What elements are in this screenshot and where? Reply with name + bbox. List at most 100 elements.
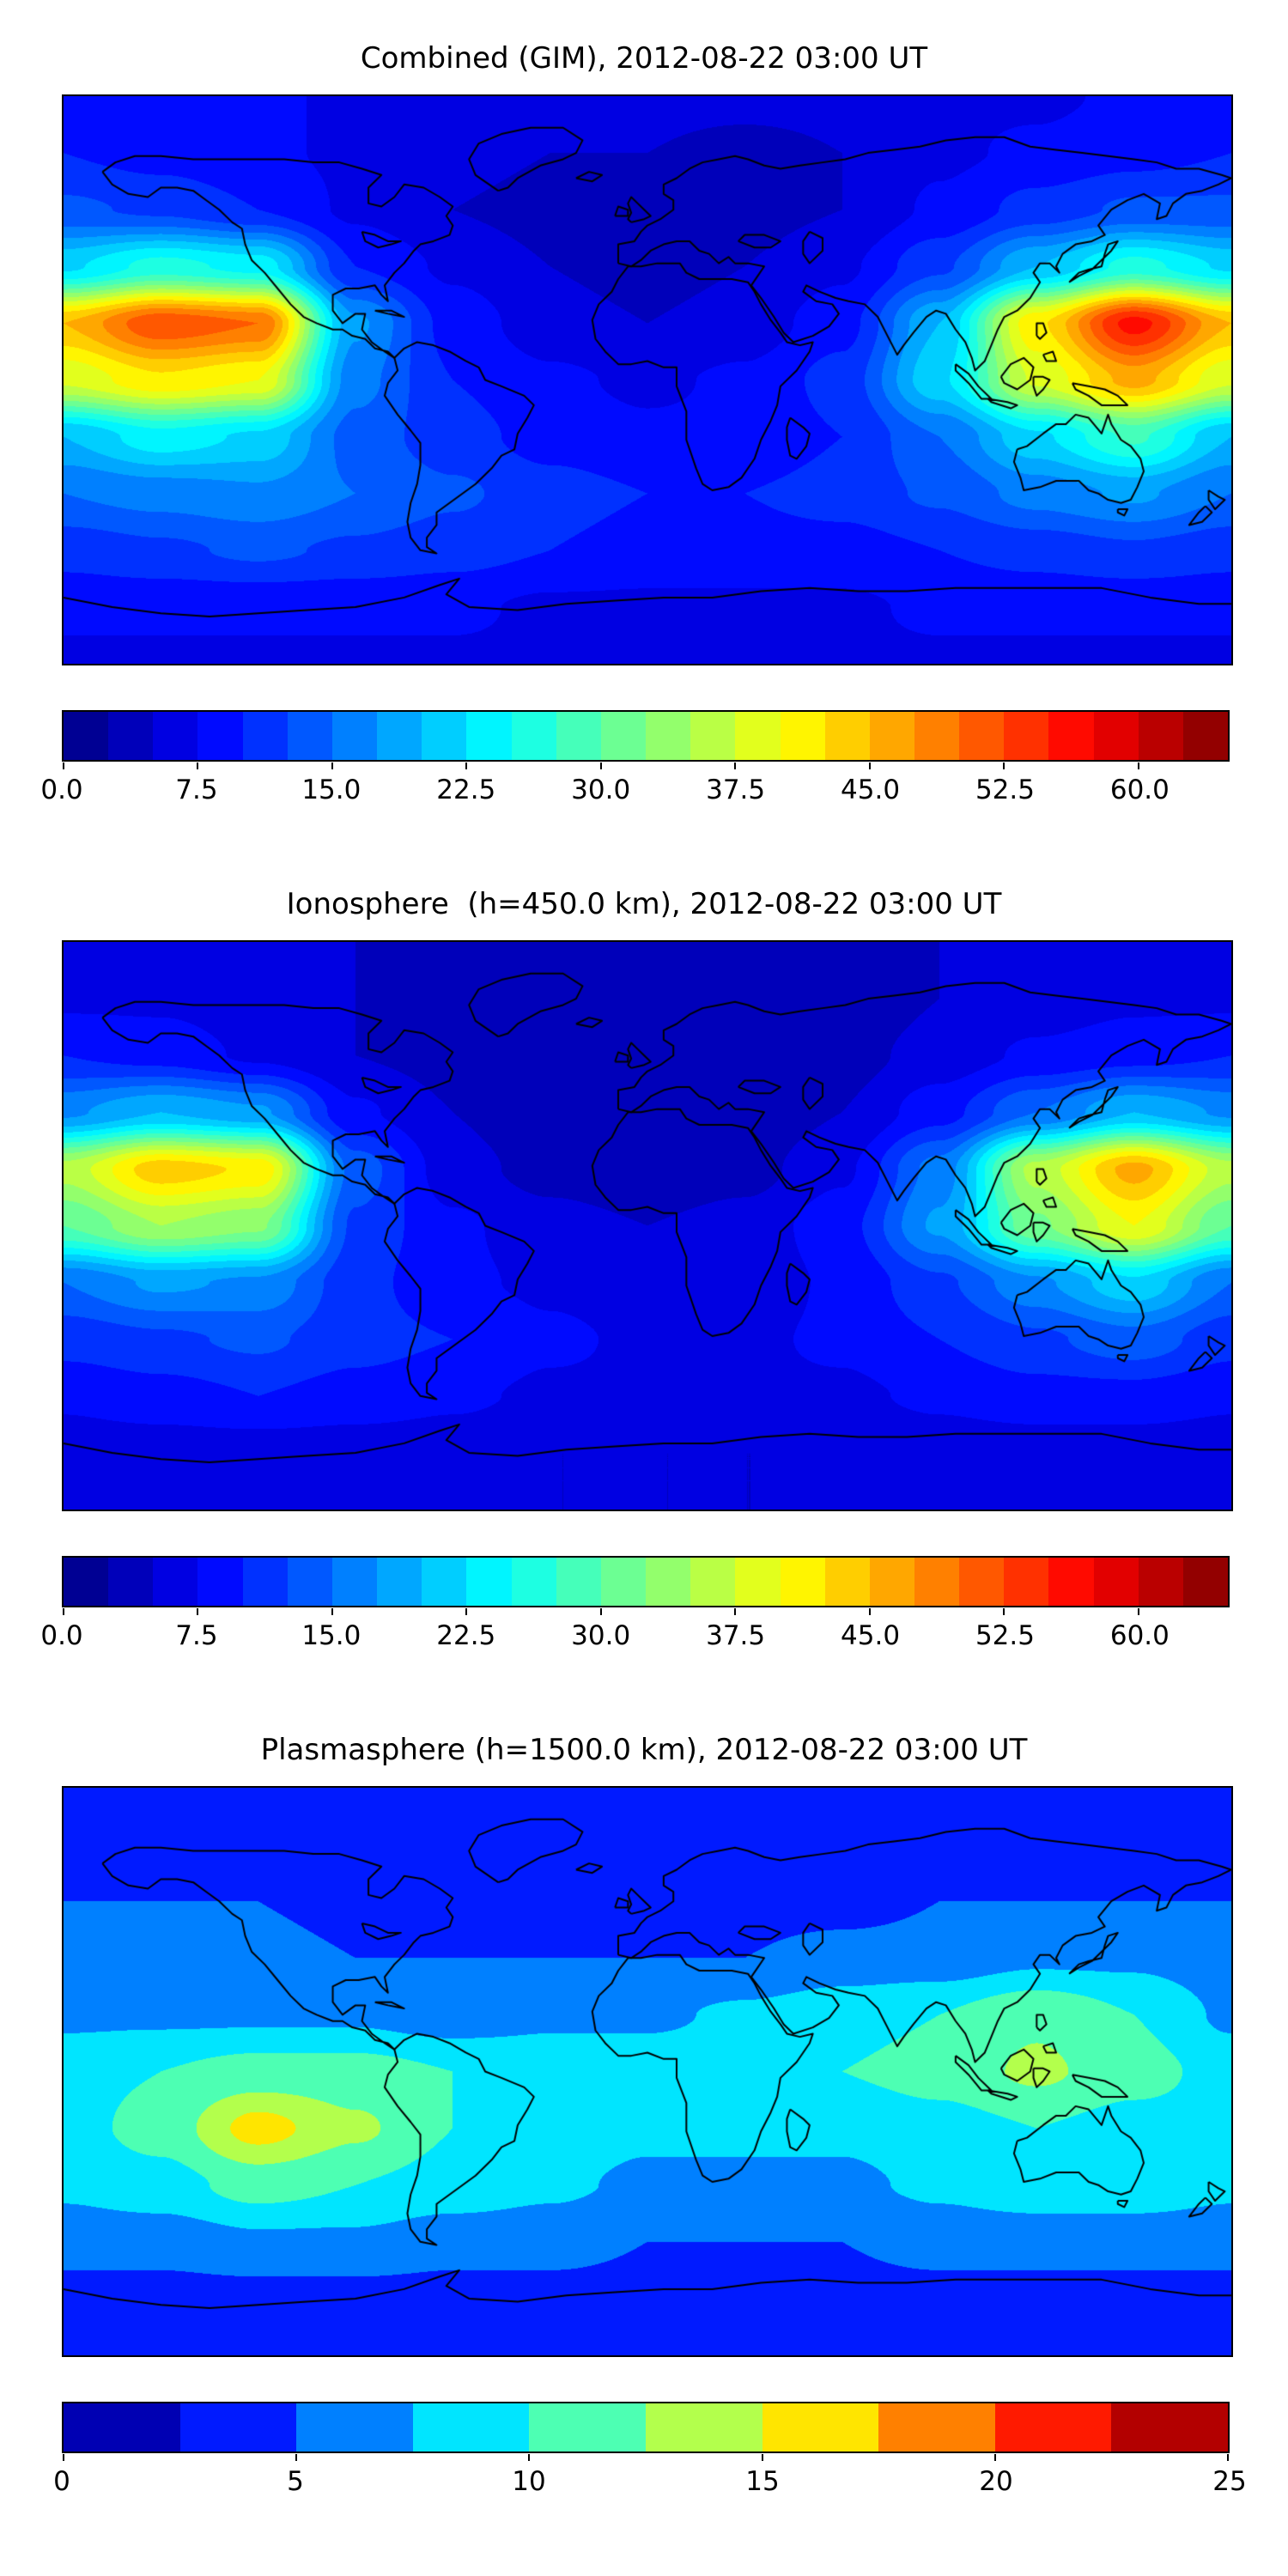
colorbar-tick-label: 30.0: [571, 1620, 631, 1651]
colorbar-segment: [242, 712, 288, 760]
colorbar-segment: [422, 1558, 467, 1606]
colorbar-tick-label: 30.0: [571, 775, 631, 805]
colorbar-segment: [600, 1558, 647, 1606]
colorbar-segment: [1182, 1558, 1229, 1606]
colorbar-segment: [331, 1558, 378, 1606]
colorbar-segment: [242, 1558, 288, 1606]
colorbar-segment: [64, 712, 109, 760]
colorbar-plasmasphere: [62, 2402, 1230, 2461]
colorbar-tick-label: 7.5: [175, 1620, 218, 1651]
colorbar-segment: [959, 712, 1005, 760]
colorbar-segment: [287, 1558, 332, 1606]
colorbar-tick-label: 20: [979, 2466, 1013, 2497]
panel-ionosphere: Ionosphere (h=450.0 km), 2012-08-22 03:0…: [0, 887, 1288, 1657]
colorbar-segment: [197, 1558, 243, 1606]
colorbar-segment: [556, 712, 601, 760]
colorbar-tick-mark: [868, 1608, 871, 1615]
colorbar-tick-label: 60.0: [1109, 775, 1170, 805]
colorbar-tick-mark: [197, 1608, 199, 1615]
colorbar-tick-mark: [1137, 762, 1139, 769]
colorbar-tick-mark: [528, 2454, 531, 2461]
panel-plasmasphere: Plasmasphere (h=1500.0 km), 2012-08-22 0…: [0, 1733, 1288, 2503]
colorbar-segment: [1048, 712, 1094, 760]
colorbar-tick-mark: [599, 762, 602, 769]
colorbar-ticks-ionosphere: 0.0 7.5 15.0 22.5 30.0 37.5 45.0 52.5 60.0: [40, 1619, 1230, 1657]
colorbar-tick-mark: [197, 762, 199, 769]
colorbar-segment: [466, 1558, 512, 1606]
colorbar-segment: [153, 1558, 198, 1606]
colorbar-tick-label: 60.0: [1109, 1620, 1170, 1651]
colorbar-segment: [1093, 712, 1139, 760]
colorbar-segment: [690, 1558, 736, 1606]
colorbar-segment: [1004, 712, 1049, 760]
colorbar-segment: [824, 1558, 870, 1606]
colorbar-tick-mark: [295, 2454, 298, 2461]
colorbar-segment: [179, 2403, 297, 2451]
colorbar-segment: [1004, 1558, 1049, 1606]
panel-title-combined: Combined (GIM), 2012-08-22 03:00 UT: [360, 41, 928, 76]
colorbar-segment: [197, 712, 243, 760]
colorbar-tick-mark: [734, 1608, 737, 1615]
colorbar-segment: [1048, 1558, 1094, 1606]
colorbar-tick-label: 45.0: [841, 775, 901, 805]
colorbar-segment: [377, 1558, 422, 1606]
colorbar-segment: [412, 2403, 530, 2451]
colorbar-ticks-plasmasphere: 0 5 10 15 20 25: [53, 2465, 1247, 2503]
colorbar-segment: [824, 712, 870, 760]
colorbar-tick-label: 7.5: [175, 775, 218, 805]
world-map-canvas-combined: [62, 94, 1233, 665]
colorbar-tick-mark: [868, 762, 871, 769]
colorbar-tick-label: 15.0: [301, 1620, 361, 1651]
colorbar-tick-label: 52.5: [975, 775, 1035, 805]
colorbar-tick-mark: [331, 762, 333, 769]
colorbar-segment: [878, 2403, 995, 2451]
colorbar-segment: [296, 2403, 413, 2451]
colorbar-tick-label: 0: [53, 2466, 70, 2497]
panel-combined: Combined (GIM), 2012-08-22 03:00 UT 0.0 7…: [0, 41, 1288, 811]
colorbar-segment: [780, 1558, 825, 1606]
colorbar-segment: [780, 712, 825, 760]
colorbar-tick-mark: [599, 1608, 602, 1615]
colorbar-tick-mark: [331, 1608, 333, 1615]
colorbar-segment: [645, 2403, 762, 2451]
colorbar-tick-mark: [63, 2454, 64, 2461]
colorbar-tick-label: 25: [1212, 2466, 1247, 2497]
colorbar-tick-mark: [1003, 762, 1005, 769]
colorbar-tick-label: 22.5: [436, 1620, 496, 1651]
colorbar-tick-mark: [734, 762, 737, 769]
colorbar-segment: [64, 1558, 109, 1606]
colorbar-segment: [1138, 1558, 1183, 1606]
colorbar-segment: [994, 2403, 1112, 2451]
colorbar-combined: [62, 710, 1230, 769]
colorbar-tick-label: 0.0: [40, 775, 83, 805]
colorbar-tick-label: 15.0: [301, 775, 361, 805]
colorbar-tick-label: 37.5: [706, 1620, 766, 1651]
world-map-canvas-plasmasphere: [62, 1786, 1233, 2357]
colorbar-segment: [108, 712, 154, 760]
colorbar-tick-label: 37.5: [706, 775, 766, 805]
colorbar-segment: [466, 712, 512, 760]
figure: Combined (GIM), 2012-08-22 03:00 UT 0.0 7…: [0, 41, 1288, 2503]
colorbar-tick-mark: [63, 1608, 64, 1615]
world-map-canvas-ionosphere: [62, 940, 1233, 1511]
colorbar-segment: [914, 712, 960, 760]
colorbar-tick-label: 22.5: [436, 775, 496, 805]
colorbar-ticks-combined: 0.0 7.5 15.0 22.5 30.0 37.5 45.0 52.5 60.0: [40, 774, 1230, 811]
colorbar-segment: [422, 712, 467, 760]
colorbar-segment: [556, 1558, 601, 1606]
panel-title-ionosphere: Ionosphere (h=450.0 km), 2012-08-22 03:0…: [286, 887, 1002, 921]
colorbar-tick-mark: [1137, 1608, 1139, 1615]
colorbar-segment: [153, 712, 198, 760]
colorbar-segment: [690, 712, 736, 760]
colorbar-segment: [914, 1558, 960, 1606]
colorbar-segment: [108, 1558, 154, 1606]
colorbar-tick-label: 10: [512, 2466, 546, 2497]
colorbar-segment: [1093, 1558, 1139, 1606]
colorbar-ionosphere: [62, 1556, 1230, 1615]
colorbar-segment: [600, 712, 647, 760]
colorbar-tick-label: 52.5: [975, 1620, 1035, 1651]
colorbar-segment: [287, 712, 332, 760]
colorbar-segment: [869, 1558, 914, 1606]
colorbar-segment: [735, 1558, 781, 1606]
colorbar-segment: [646, 1558, 691, 1606]
